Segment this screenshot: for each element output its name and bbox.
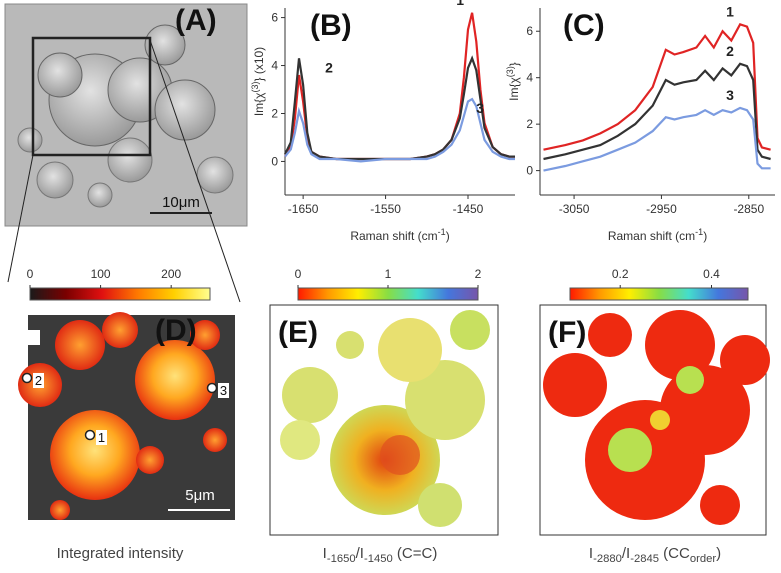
caption-part: -2880 — [593, 553, 622, 565]
series-label: 3 — [476, 100, 484, 116]
caption-part: I — [323, 545, 327, 562]
caption-part: order — [690, 553, 717, 565]
x-tick-label: -2850 — [733, 202, 764, 216]
x-tick-label: -1550 — [370, 202, 401, 216]
x-tick-label: -3050 — [559, 202, 590, 216]
colorbar — [29, 287, 211, 301]
series-label: 2 — [726, 43, 734, 59]
series-label: 2 — [325, 59, 333, 75]
series-line — [543, 22, 771, 151]
scale-bar-label: 10μm — [162, 194, 200, 211]
colorbar-tick-label: 100 — [91, 267, 111, 281]
panel-label: (B) — [310, 9, 352, 42]
caption-part: /I — [622, 545, 630, 562]
x-axis-label: Raman shift (cm-1) — [608, 227, 707, 243]
colorbar-tick-label: 1 — [385, 267, 392, 281]
caption-part: -2845 — [630, 553, 659, 565]
scale-bar-label: 5μm — [185, 487, 214, 504]
x-axis-label-part: Raman shift (cm — [350, 229, 437, 243]
x-tick-label: -1450 — [453, 202, 484, 216]
colorbar-tick-label: 0 — [27, 267, 34, 281]
series-label: 3 — [726, 87, 734, 103]
caption-part: -1450 — [364, 553, 393, 565]
caption: I-2880/I-2845 (CCorder) — [589, 545, 721, 565]
caption-part: (CC — [659, 545, 690, 562]
y-axis-label: Im{χ(3)} — [505, 62, 521, 101]
marker — [21, 372, 33, 384]
caption-part: (C=C) — [393, 545, 438, 562]
y-tick-label: 4 — [526, 71, 533, 85]
marker — [206, 382, 218, 394]
marker-label-bg — [218, 383, 229, 398]
colorbar-tick-label: 0.4 — [703, 267, 720, 281]
x-axis-label: Raman shift (cm-1) — [350, 227, 449, 243]
ratio-map-cc — [269, 304, 499, 536]
colorbar-tick-label: 0.2 — [612, 267, 629, 281]
caption-part: Integrated intensity — [57, 545, 184, 562]
series-line — [284, 55, 515, 161]
y-axis-label-part: } (x10) — [252, 47, 266, 82]
micrograph — [4, 3, 248, 303]
panel-label: (D) — [155, 314, 197, 347]
x-axis-label-part: -1 — [438, 227, 446, 237]
y-axis-label-part: (3) — [505, 66, 515, 77]
panel-label: (A) — [175, 4, 217, 37]
colorbar — [297, 287, 479, 301]
marker-label: 3 — [220, 383, 227, 398]
y-tick-label: 0 — [271, 154, 278, 168]
y-axis-label-part: Im{χ — [507, 76, 521, 100]
series-label: 1 — [726, 3, 734, 19]
panel-label: (E) — [278, 316, 318, 349]
colorbar-tick-label: 200 — [161, 267, 181, 281]
colorbar-tick-label: 2 — [475, 267, 482, 281]
marker — [84, 429, 96, 441]
y-axis-label-part: Im{χ — [252, 92, 266, 116]
x-axis-label-part: Raman shift (cm — [608, 229, 695, 243]
marker-label: 2 — [35, 373, 42, 388]
caption: Integrated intensity — [57, 545, 184, 562]
x-axis-label-part: -1 — [695, 227, 703, 237]
y-tick-label: 4 — [271, 59, 278, 73]
x-axis-label-part: ) — [703, 229, 707, 243]
y-axis-label-part: (3) — [250, 82, 260, 93]
series-label: 1 — [456, 0, 464, 8]
x-axis-label-part: ) — [446, 229, 450, 243]
panel-label: (F) — [548, 316, 586, 349]
y-axis-label-part: } — [507, 62, 521, 66]
caption-part: -1650 — [327, 553, 356, 565]
series-line — [543, 106, 771, 172]
marker-label-bg — [33, 373, 44, 388]
colorbar-tick-label: 0 — [295, 267, 302, 281]
series-line — [543, 62, 771, 161]
colorbar — [569, 287, 749, 301]
caption-part: ) — [716, 545, 721, 562]
ratio-map-order — [539, 304, 770, 536]
caption-part: I — [589, 545, 593, 562]
y-tick-label: 6 — [271, 11, 278, 25]
y-tick-label: 0 — [526, 164, 533, 178]
caption-part: /I — [356, 545, 364, 562]
panel-label: (C) — [563, 9, 605, 42]
series-line — [284, 97, 515, 163]
caption: I-1650/I-1450 (C=C) — [323, 545, 438, 565]
marker-label-bg — [96, 430, 107, 445]
y-axis-label: Im{χ(3)} (x10) — [250, 47, 266, 116]
y-tick-label: 2 — [271, 106, 278, 120]
x-tick-label: -2950 — [646, 202, 677, 216]
y-tick-label: 2 — [526, 117, 533, 131]
y-tick-label: 6 — [526, 24, 533, 38]
marker-label: 1 — [98, 430, 105, 445]
x-tick-label: -1650 — [288, 202, 319, 216]
